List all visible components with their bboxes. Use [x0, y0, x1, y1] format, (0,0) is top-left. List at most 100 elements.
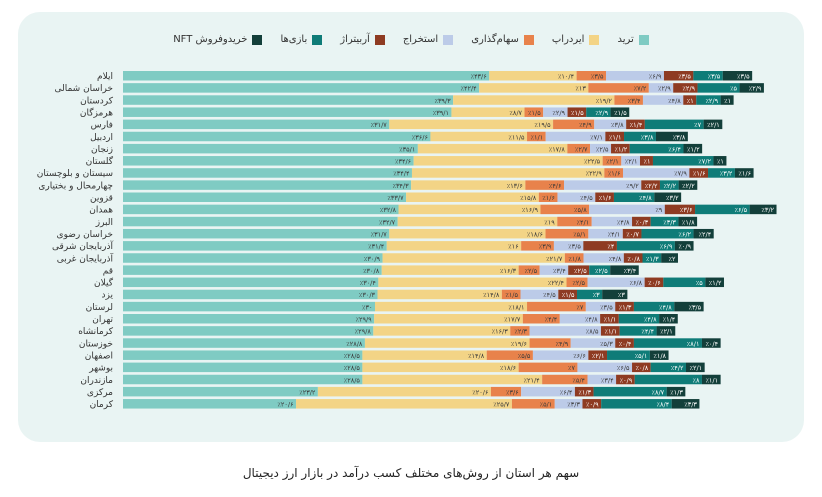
bar-segment — [123, 168, 412, 178]
data-label: ٪۱۰/۴ — [558, 73, 575, 81]
data-label: ٪۱ — [643, 158, 650, 166]
data-label: ٪۱ — [724, 97, 731, 105]
bar-segment — [602, 289, 628, 300]
legend-swatch — [523, 34, 534, 45]
bar-segment — [618, 314, 660, 324]
data-label: ٪۱ — [717, 158, 724, 166]
data-label: ٪۳۵/۱ — [399, 145, 415, 153]
data-label: ٪۳/۳ — [567, 401, 580, 409]
legend-swatch — [252, 34, 263, 45]
category-label: کرمان — [90, 400, 114, 410]
data-label: ٪۱/۸ — [653, 352, 666, 360]
data-label: ٪۱۵/۸ — [520, 194, 537, 202]
data-label: ٪۱۴/۸ — [468, 352, 485, 360]
bar-segment — [602, 156, 622, 166]
data-label: ٪۲/۹ — [595, 109, 608, 117]
data-label: ٪۲۸/۸ — [346, 340, 363, 348]
bar-segment — [641, 180, 660, 190]
bar-segment — [413, 156, 603, 166]
data-label: ٪۱/۴ — [630, 121, 643, 129]
data-label: ٪۵/۳ — [600, 340, 613, 348]
legend-label: ایردراپ — [551, 34, 585, 45]
data-label: ٪۲/۹ — [658, 85, 671, 93]
data-label: ٪۱/۶ — [542, 194, 555, 202]
data-label: ٪۳/۴ — [601, 376, 614, 384]
data-label: ٪۷/۱ — [590, 133, 603, 141]
bar-segment — [486, 350, 533, 360]
bar-segment — [583, 253, 624, 263]
bar-segment — [595, 192, 614, 202]
data-label: ٪۸/۱ — [687, 340, 700, 348]
bar-segment — [123, 386, 318, 397]
bar-segment — [606, 71, 664, 81]
bar-segment — [576, 71, 606, 81]
data-label: ٪۳۲/۷ — [379, 218, 396, 226]
bar-segment — [362, 362, 519, 373]
bar-segment — [564, 253, 584, 263]
data-label: ٪۳/۳ — [684, 401, 697, 409]
bar-segment — [590, 143, 612, 154]
bar-segment — [567, 143, 591, 154]
bar-segment — [520, 289, 559, 300]
data-label: ٪۱/۸ — [568, 255, 581, 263]
bar-segment — [545, 131, 606, 142]
data-label: ٪۱۸/۱ — [508, 303, 524, 311]
bar-segment — [621, 156, 640, 166]
bar-segment — [398, 204, 541, 215]
bar-segment — [650, 362, 686, 373]
bar-segment — [364, 338, 530, 348]
bar-segment — [701, 374, 721, 385]
data-label: ٪۳/۳ — [663, 218, 676, 226]
legend-swatch — [589, 34, 600, 45]
data-label: ٪۲/۹ — [705, 97, 718, 105]
data-label: ٪۳ — [593, 291, 600, 299]
bar-segment — [708, 168, 735, 178]
data-label: ٪۲/۲ — [682, 182, 695, 190]
bar-segment — [659, 180, 679, 190]
data-label: ٪۳/۵ — [591, 73, 604, 81]
data-label: ٪۲/۳ — [514, 328, 527, 336]
category-label: لرستان — [86, 303, 113, 313]
bar-segment — [689, 168, 709, 178]
data-label: ٪۵/۵ — [518, 352, 531, 360]
legend-swatch — [374, 34, 385, 45]
category-label: البرز — [95, 218, 113, 228]
bar-segment — [542, 374, 588, 385]
bar-segment — [674, 241, 694, 251]
bar-segment — [123, 289, 378, 300]
bar-segment — [389, 228, 546, 239]
bar-segment — [673, 83, 698, 93]
bar-segment — [525, 180, 564, 190]
legend-swatch — [638, 34, 649, 45]
data-label: ٪۳۰/۳ — [359, 291, 376, 299]
data-label: ٪۴/۸ — [639, 194, 652, 202]
data-label: ٪۱۴/۸ — [483, 291, 500, 299]
category-label: اصفهان — [85, 351, 113, 361]
bar-segment — [540, 204, 590, 215]
data-label: ٪۴/۵ — [580, 194, 593, 202]
data-label: ٪۲۸/۵ — [344, 364, 361, 372]
category-label: همدان — [89, 206, 113, 216]
data-label: ٪۵ — [730, 85, 737, 93]
data-label: ٪۳۱/۷ — [371, 121, 388, 129]
data-label: ٪۰/۴ — [705, 340, 718, 348]
data-label: ٪۱/۸ — [682, 218, 695, 226]
data-label: ٪۴/۸ — [659, 303, 672, 311]
data-label: ٪۳/۴ — [628, 97, 641, 105]
category-label: گلستان — [86, 155, 114, 167]
bar-segment — [538, 192, 558, 202]
data-label: ٪۹/۲ — [626, 182, 639, 190]
data-label: ٪۶/۴ — [560, 388, 573, 396]
bar-segment — [703, 119, 723, 130]
data-label: ٪۲/۱ — [707, 121, 720, 129]
bar-segment — [557, 216, 592, 227]
bar-segment — [605, 131, 625, 142]
bar-segment — [683, 95, 697, 105]
data-label: ٪۳۴/۶ — [395, 158, 411, 166]
data-label: ٪۱/۵ — [614, 109, 627, 117]
category-label: چهارمحال و بختیاری — [38, 181, 113, 191]
bar-segment — [527, 301, 586, 312]
data-label: ٪۲/۹ — [749, 85, 762, 93]
data-label: ٪۳۰/۹ — [364, 255, 381, 263]
bar-segment — [613, 192, 655, 202]
